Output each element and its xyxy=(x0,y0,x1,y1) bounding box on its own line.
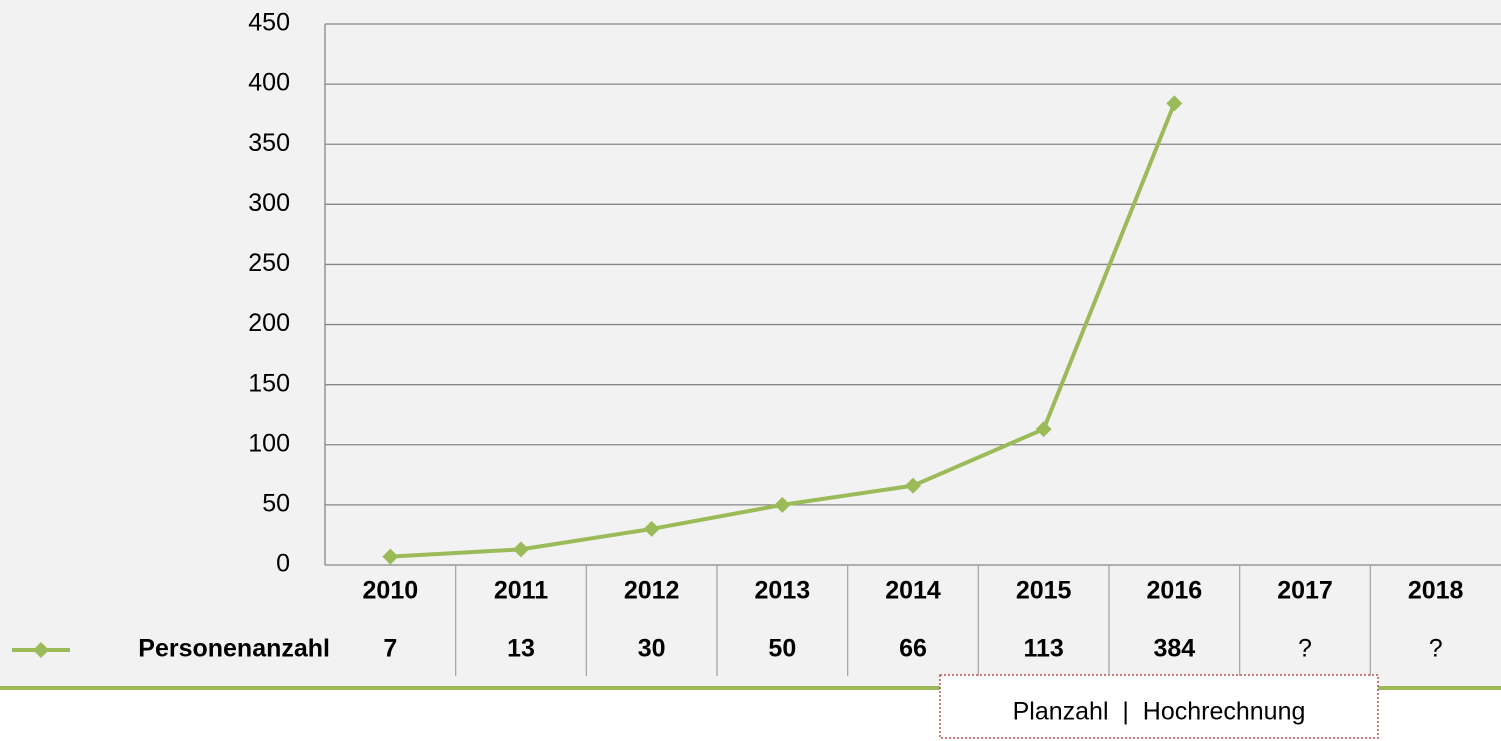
x-tick-label: 2017 xyxy=(1277,577,1333,605)
x-tick-label: 2014 xyxy=(885,577,941,605)
y-tick-label: 250 xyxy=(248,249,290,277)
y-tick-label: 150 xyxy=(248,369,290,397)
marker xyxy=(513,541,529,558)
y-tick-label: 300 xyxy=(248,189,290,217)
marker xyxy=(382,548,399,565)
x-tick-label: 2013 xyxy=(755,577,811,605)
table-value: 7 xyxy=(383,635,397,663)
marker xyxy=(1166,95,1183,112)
legend-marker xyxy=(33,642,49,658)
marker xyxy=(1035,421,1052,438)
table-value: ? xyxy=(1298,635,1312,663)
legend-label: Personenanzahl xyxy=(138,635,330,663)
y-tick-label: 450 xyxy=(248,9,290,37)
marker xyxy=(774,496,791,513)
table-value: 66 xyxy=(899,635,927,663)
x-tick-label: 2012 xyxy=(624,577,680,605)
table-value: 30 xyxy=(638,635,666,663)
table-value: 384 xyxy=(1153,635,1195,663)
annotation: Planzahl | Hochrechnung xyxy=(1013,698,1306,726)
table-value: 113 xyxy=(1023,635,1063,663)
y-tick-label: 350 xyxy=(248,129,290,157)
x-tick-label: 2016 xyxy=(1147,577,1203,605)
marker xyxy=(905,477,921,494)
x-tick-label: 2018 xyxy=(1408,577,1464,605)
y-tick-label: 0 xyxy=(276,550,290,578)
table-value: 13 xyxy=(507,635,535,663)
y-tick-label: 50 xyxy=(262,489,290,517)
x-tick-label: 2015 xyxy=(1016,577,1072,605)
x-tick-label: 2010 xyxy=(363,577,419,605)
chart-background xyxy=(0,0,1501,688)
y-tick-label: 100 xyxy=(248,429,290,457)
marker xyxy=(643,520,660,537)
x-tick-label: 2011 xyxy=(494,577,548,605)
annotation-box xyxy=(939,674,1379,739)
table-value: 50 xyxy=(768,635,796,663)
y-tick-label: 400 xyxy=(248,69,290,97)
y-tick-label: 200 xyxy=(248,309,290,337)
table-value: ? xyxy=(1429,635,1443,663)
